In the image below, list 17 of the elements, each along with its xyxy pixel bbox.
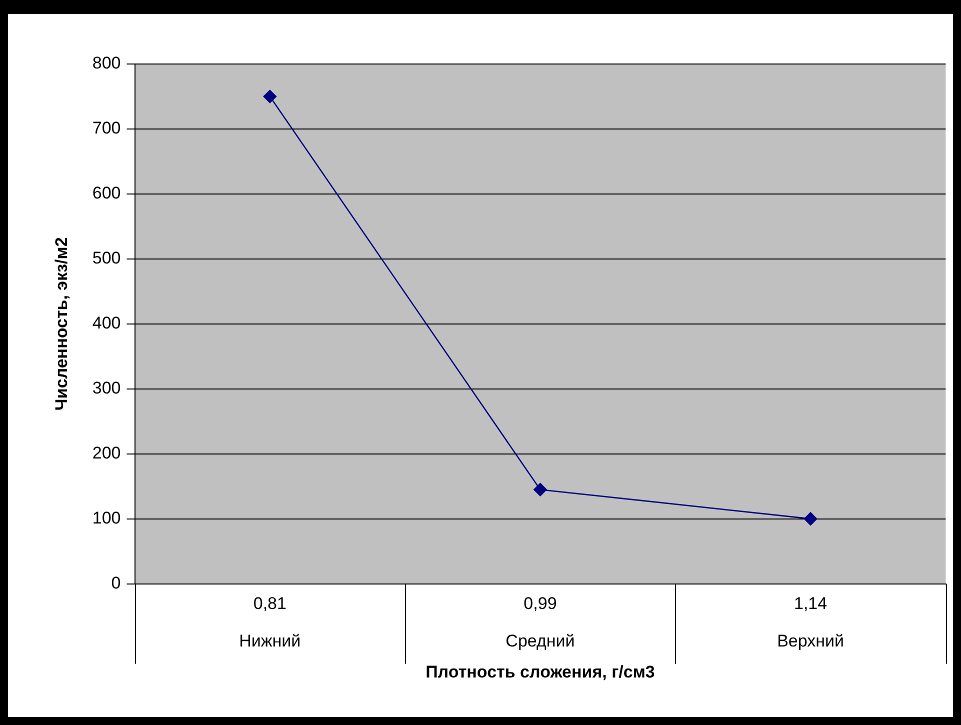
y-tick-label: 300 xyxy=(92,378,121,398)
x-tick-label: 0,99 Средний xyxy=(506,594,575,651)
y-tick-label: 400 xyxy=(92,314,121,333)
y-axis-title: Численность, экз/м2 xyxy=(52,237,71,411)
y-tick-label: 800 xyxy=(92,54,121,73)
y-tick-label: 600 xyxy=(92,184,121,203)
y-tick-label: 0 xyxy=(111,573,121,592)
y-tick-label: 100 xyxy=(92,508,121,528)
y-tick-label: 500 xyxy=(92,248,121,268)
point xyxy=(534,482,547,496)
x-tick-label: 1,14 Верхний xyxy=(777,594,844,651)
y-tick-label: 700 xyxy=(92,118,121,138)
x-tick-label: 0,81 Нижний xyxy=(239,594,301,651)
x-axis-title: Плотность сложения, г/см3 xyxy=(426,662,655,682)
y-tick-label: 200 xyxy=(92,444,121,463)
point xyxy=(263,90,277,104)
point xyxy=(804,512,818,526)
